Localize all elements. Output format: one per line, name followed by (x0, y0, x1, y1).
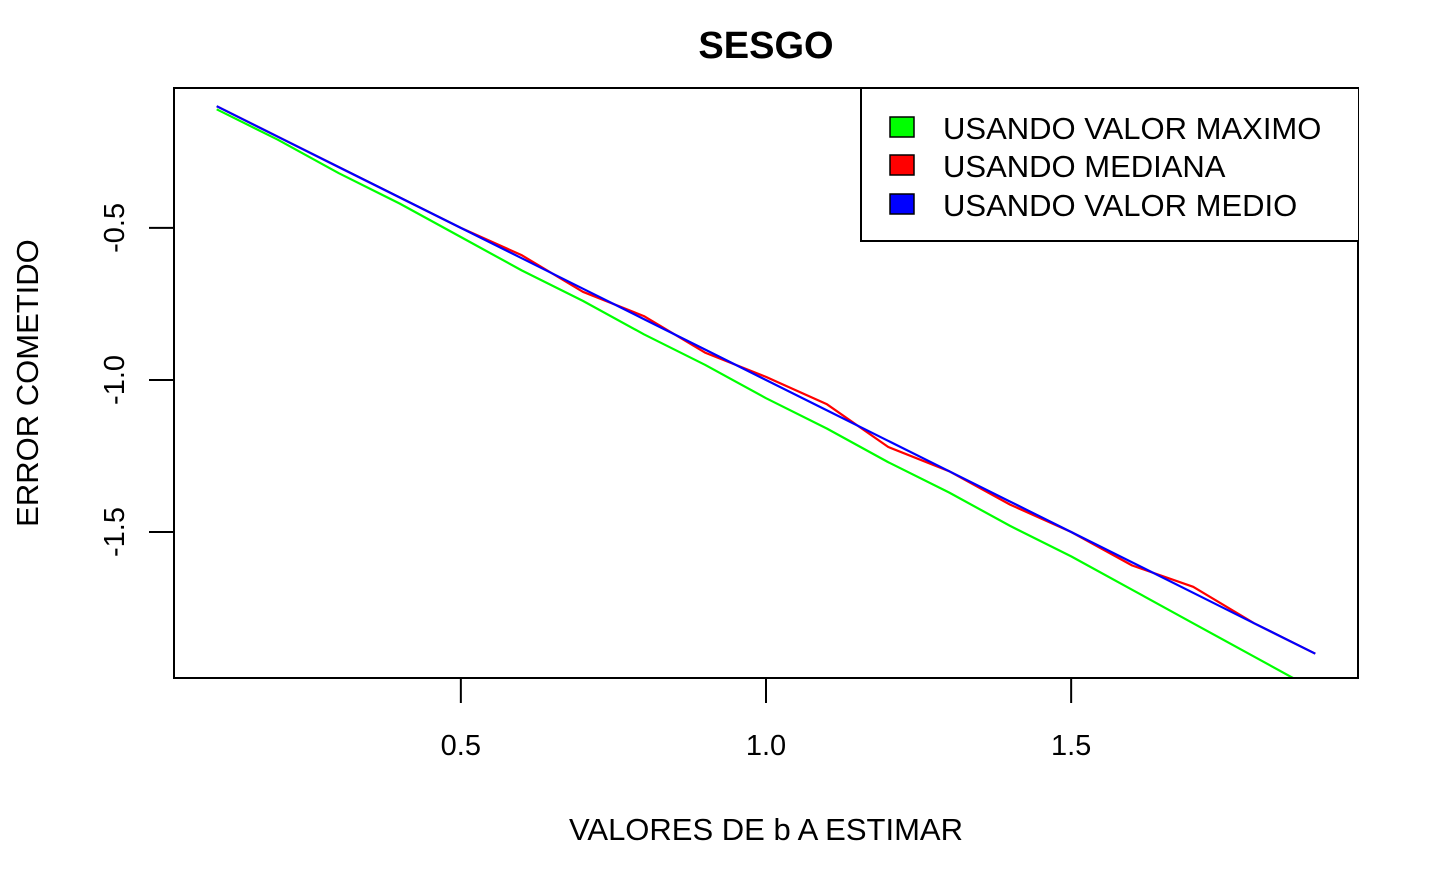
legend: USANDO VALOR MAXIMO USANDO MEDIANA USAND… (860, 88, 1358, 242)
legend-box (860, 88, 1358, 242)
y-tick-label: -1.5 (99, 507, 131, 557)
x-tick-label: 1.0 (746, 730, 786, 762)
series-line-3 (216, 105, 1316, 655)
legend-label-mediana: USANDO MEDIANA (943, 149, 1226, 184)
y-axis-label: ERROR COMETIDO (10, 239, 45, 527)
legend-swatch-medio (889, 193, 915, 215)
legend-swatch-maximo (889, 116, 915, 138)
legend-label-maximo: USANDO VALOR MAXIMO (943, 111, 1321, 146)
x-axis: 0.5 1.0 1.5 (441, 677, 1091, 762)
x-axis-label: VALORES DE b A ESTIMAR (569, 812, 963, 847)
x-tick-label: 1.5 (1051, 730, 1091, 762)
series-lines (216, 105, 1316, 678)
chart-title: SESGO (698, 25, 833, 67)
x-tick-label: 0.5 (441, 730, 481, 762)
series-line-1 (216, 108, 1296, 678)
legend-label-medio: USANDO VALOR MEDIO (943, 188, 1297, 223)
y-tick-label: -1.0 (99, 355, 131, 405)
legend-swatch-mediana (889, 154, 915, 176)
y-axis: -0.5 -1.0 -1.5 (99, 203, 175, 557)
y-tick-label: -0.5 (99, 203, 131, 253)
